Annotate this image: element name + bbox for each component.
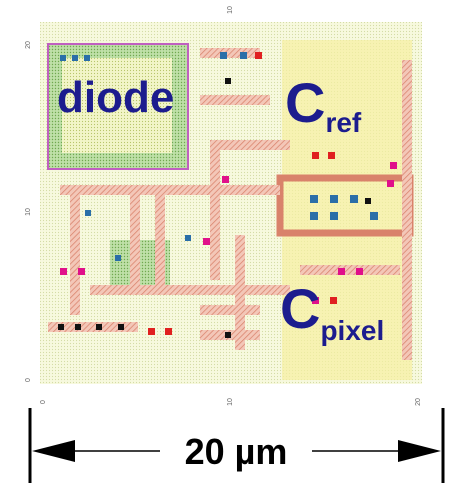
axis-label: 10 xyxy=(227,6,234,14)
rail xyxy=(300,265,400,275)
rail xyxy=(210,140,220,280)
rail xyxy=(200,305,260,315)
rail xyxy=(200,48,260,58)
cpixel-main: C xyxy=(280,277,320,340)
axis-label: 10 xyxy=(25,208,32,216)
rail xyxy=(130,195,140,285)
cpixel-sub: pixel xyxy=(320,315,384,346)
rail xyxy=(235,235,245,350)
scale-label: 20 µm xyxy=(185,431,288,472)
diode-label: diode xyxy=(57,73,174,122)
axis-label: 20 xyxy=(415,398,422,406)
axis-label: 0 xyxy=(25,378,32,382)
axis-label: 0 xyxy=(40,400,47,404)
rail xyxy=(90,285,290,295)
rail xyxy=(210,140,290,150)
rail xyxy=(60,185,280,195)
cref-sub: ref xyxy=(325,107,361,138)
axis-label: 20 xyxy=(25,41,32,49)
rail xyxy=(402,60,412,360)
cref-main: C xyxy=(285,71,325,134)
rail xyxy=(70,185,80,315)
rail xyxy=(200,95,270,105)
scale-bar: 20 µm xyxy=(30,408,443,483)
layout-figure: 20 10 0 0 10 20 10 diode Cref Cpixel 20 … xyxy=(0,0,455,483)
axis-label: 10 xyxy=(227,398,234,406)
rail xyxy=(155,195,165,285)
